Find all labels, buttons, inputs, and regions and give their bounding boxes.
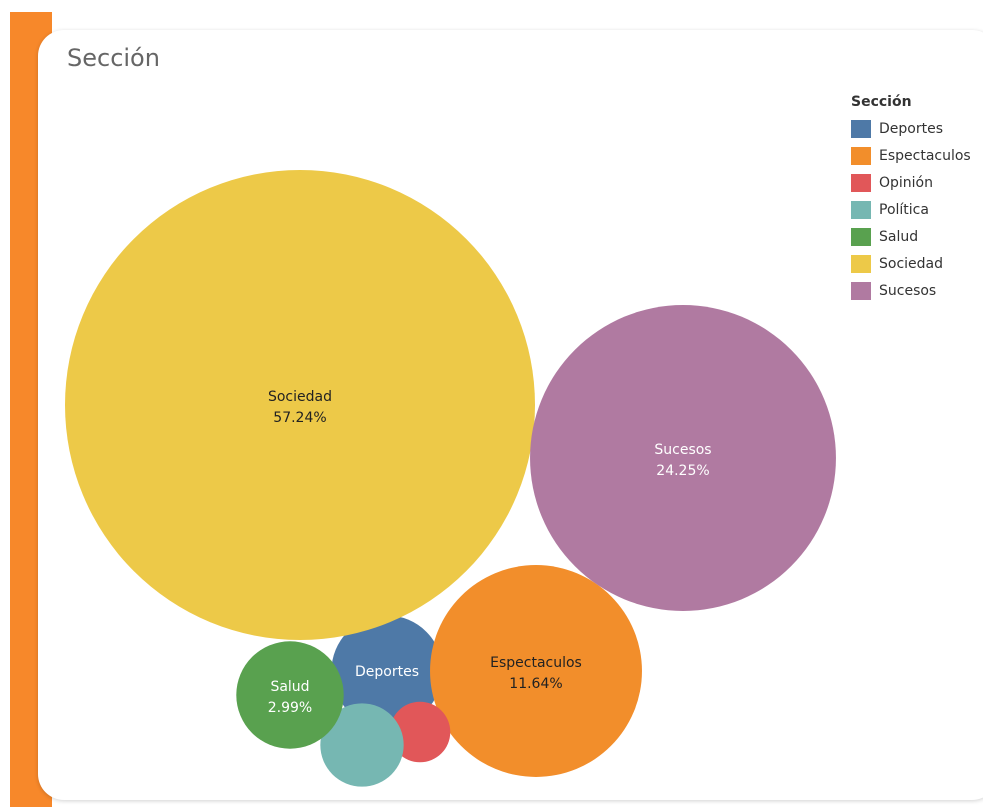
bubble-label: Salud [270,679,309,695]
bubble-sociedad[interactable]: Sociedad 57.24% [65,170,535,640]
bubble-label: Sociedad [268,389,332,405]
legend-item[interactable]: Política [851,196,971,223]
bubble-value-label: 11.64% [509,676,562,692]
bubble-espectaculos[interactable]: Espectaculos 11.64% [430,565,642,777]
legend-label: Política [879,201,929,218]
bubble-opinin[interactable] [389,701,451,763]
bubble-mark[interactable] [65,170,535,640]
legend-label: Sucesos [879,282,937,299]
legend: Sección Deportes Espectaculos Opinión Polít… [851,94,971,304]
bubble-mark[interactable] [320,703,404,787]
bubble-salud[interactable]: Salud 2.99% [236,641,344,749]
legend-item[interactable]: Salud [851,223,971,250]
legend-swatch [851,200,871,219]
legend-label: Salud [879,228,919,245]
legend-label: Opinión [879,174,933,191]
bubble-sucesos[interactable]: Sucesos 24.25% [530,305,836,611]
bubble-mark[interactable] [530,305,836,611]
bubble-label: Sucesos [654,442,711,458]
bubble-mark[interactable] [236,641,344,749]
legend-swatch [851,227,871,246]
legend-title: Sección [851,94,912,110]
bubble-mark[interactable] [389,701,451,763]
bubble-deportes[interactable]: Deportes [331,615,443,727]
legend-item[interactable]: Opinión [851,169,971,196]
bubble-value-label: 57.24% [273,410,326,426]
legend-label: Espectaculos [879,147,971,164]
legend-label: Deportes [879,120,943,137]
legend-swatch [851,281,871,300]
bubble-label: Deportes [355,664,419,680]
legend-swatch [851,119,871,138]
legend-swatch [851,254,871,273]
bubble-mark[interactable] [430,565,642,777]
legend-swatch [851,173,871,192]
legend-swatch [851,146,871,165]
bubble-label: Espectaculos [490,655,582,671]
bubble-value-label: 2.99% [268,700,312,716]
bubble-value-label: 24.25% [656,463,709,479]
legend-item[interactable]: Sociedad [851,250,971,277]
legend-item[interactable]: Espectaculos [851,142,971,169]
legend-item[interactable]: Sucesos [851,277,971,304]
legend-label: Sociedad [879,255,944,272]
legend-items: Deportes Espectaculos Opinión Política Salud… [851,115,971,304]
chart-title: Sección [67,44,160,72]
bubble-poltica[interactable] [320,703,404,787]
bubble-mark[interactable] [331,615,443,727]
legend-item[interactable]: Deportes [851,115,971,142]
